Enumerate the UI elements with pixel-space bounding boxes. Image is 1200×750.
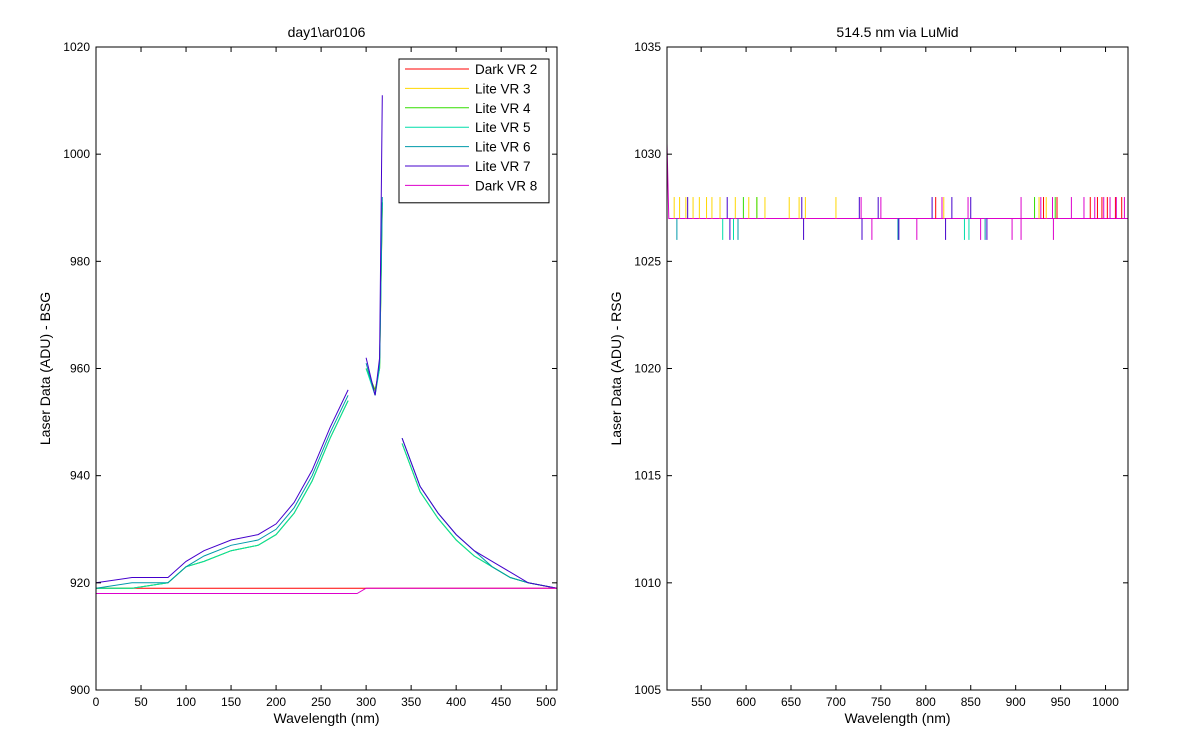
- series-line-0: [667, 143, 1128, 219]
- x-tick-label: 400: [446, 695, 466, 709]
- x-tick-label: 0: [93, 695, 100, 709]
- legend: Dark VR 2 Lite VR 3 Lite VR 4 Lite VR 5 Lite…: [398, 58, 550, 204]
- x-tick-label: 100: [176, 695, 196, 709]
- x-tick-label: 1000: [1092, 695, 1119, 709]
- y-tick-label: 920: [70, 576, 90, 590]
- y-tick-label: 940: [70, 469, 90, 483]
- legend-label: Dark VR 8: [475, 178, 537, 193]
- plot-area: [667, 47, 1128, 690]
- x-tick-label: 300: [356, 695, 376, 709]
- y-tick-label: 1020: [63, 40, 90, 54]
- series-line-5: [96, 95, 557, 589]
- x-tick-label: 600: [736, 695, 756, 709]
- x-tick-label: 950: [1051, 695, 1071, 709]
- legend-box: [398, 58, 550, 204]
- x-tick-label: 200: [266, 695, 286, 709]
- x-tick-label: 500: [536, 695, 556, 709]
- y-tick-label: 1015: [634, 469, 661, 483]
- x-tick-label: 50: [134, 695, 148, 709]
- chart-title: 514.5 nm via LuMid: [836, 24, 958, 40]
- y-tick-label: 1035: [634, 40, 661, 54]
- y-tick-label: 1025: [634, 254, 661, 268]
- x-tick-label: 750: [871, 695, 891, 709]
- y-tick-label: 900: [70, 683, 90, 697]
- x-tick-label: 800: [916, 695, 936, 709]
- legend-label: Lite VR 4: [475, 101, 531, 116]
- right-chart-panel: 550 600 650 700 750 800 850 900 950 1000 1005 1010 1…: [608, 24, 1129, 726]
- y-tick-label: 960: [70, 362, 90, 376]
- x-tick-label: 250: [311, 695, 331, 709]
- x-axis-label: Wavelength (nm): [844, 710, 950, 726]
- x-tick-label: 650: [781, 695, 801, 709]
- legend-label: Lite VR 5: [475, 120, 531, 135]
- y-tick-label: 1020: [634, 362, 661, 376]
- left-chart-panel: 0 50 100 150 200 250 300 350 400 450 500 900 920 940 9…: [37, 24, 558, 726]
- x-tick-label: 350: [401, 695, 421, 709]
- x-tick-label: 900: [1006, 695, 1026, 709]
- legend-label: Dark VR 2: [475, 62, 537, 77]
- legend-label: Lite VR 3: [475, 81, 531, 96]
- x-tick-label: 700: [826, 695, 846, 709]
- y-tick-label: 980: [70, 254, 90, 268]
- x-tick-label: 150: [221, 695, 241, 709]
- chart-title: day1\ar0106: [288, 24, 366, 40]
- y-tick-label: 1030: [634, 147, 661, 161]
- y-axis-label: Laser Data (ADU) - BSG: [37, 292, 53, 445]
- x-tick-label: 550: [691, 695, 711, 709]
- y-tick-label: 1005: [634, 683, 661, 697]
- data-layer: [96, 95, 557, 594]
- legend-label: Lite VR 6: [475, 140, 531, 155]
- y-tick-label: 1000: [63, 147, 90, 161]
- x-axis-label: Wavelength (nm): [273, 710, 379, 726]
- y-axis-label: Laser Data (ADU) - RSG: [608, 291, 624, 445]
- y-tick-label: 1010: [634, 576, 661, 590]
- series-line-6: [96, 587, 557, 594]
- x-tick-label: 850: [961, 695, 981, 709]
- legend-label: Lite VR 7: [475, 159, 531, 174]
- x-tick-label: 450: [491, 695, 511, 709]
- data-layer: [667, 143, 1128, 240]
